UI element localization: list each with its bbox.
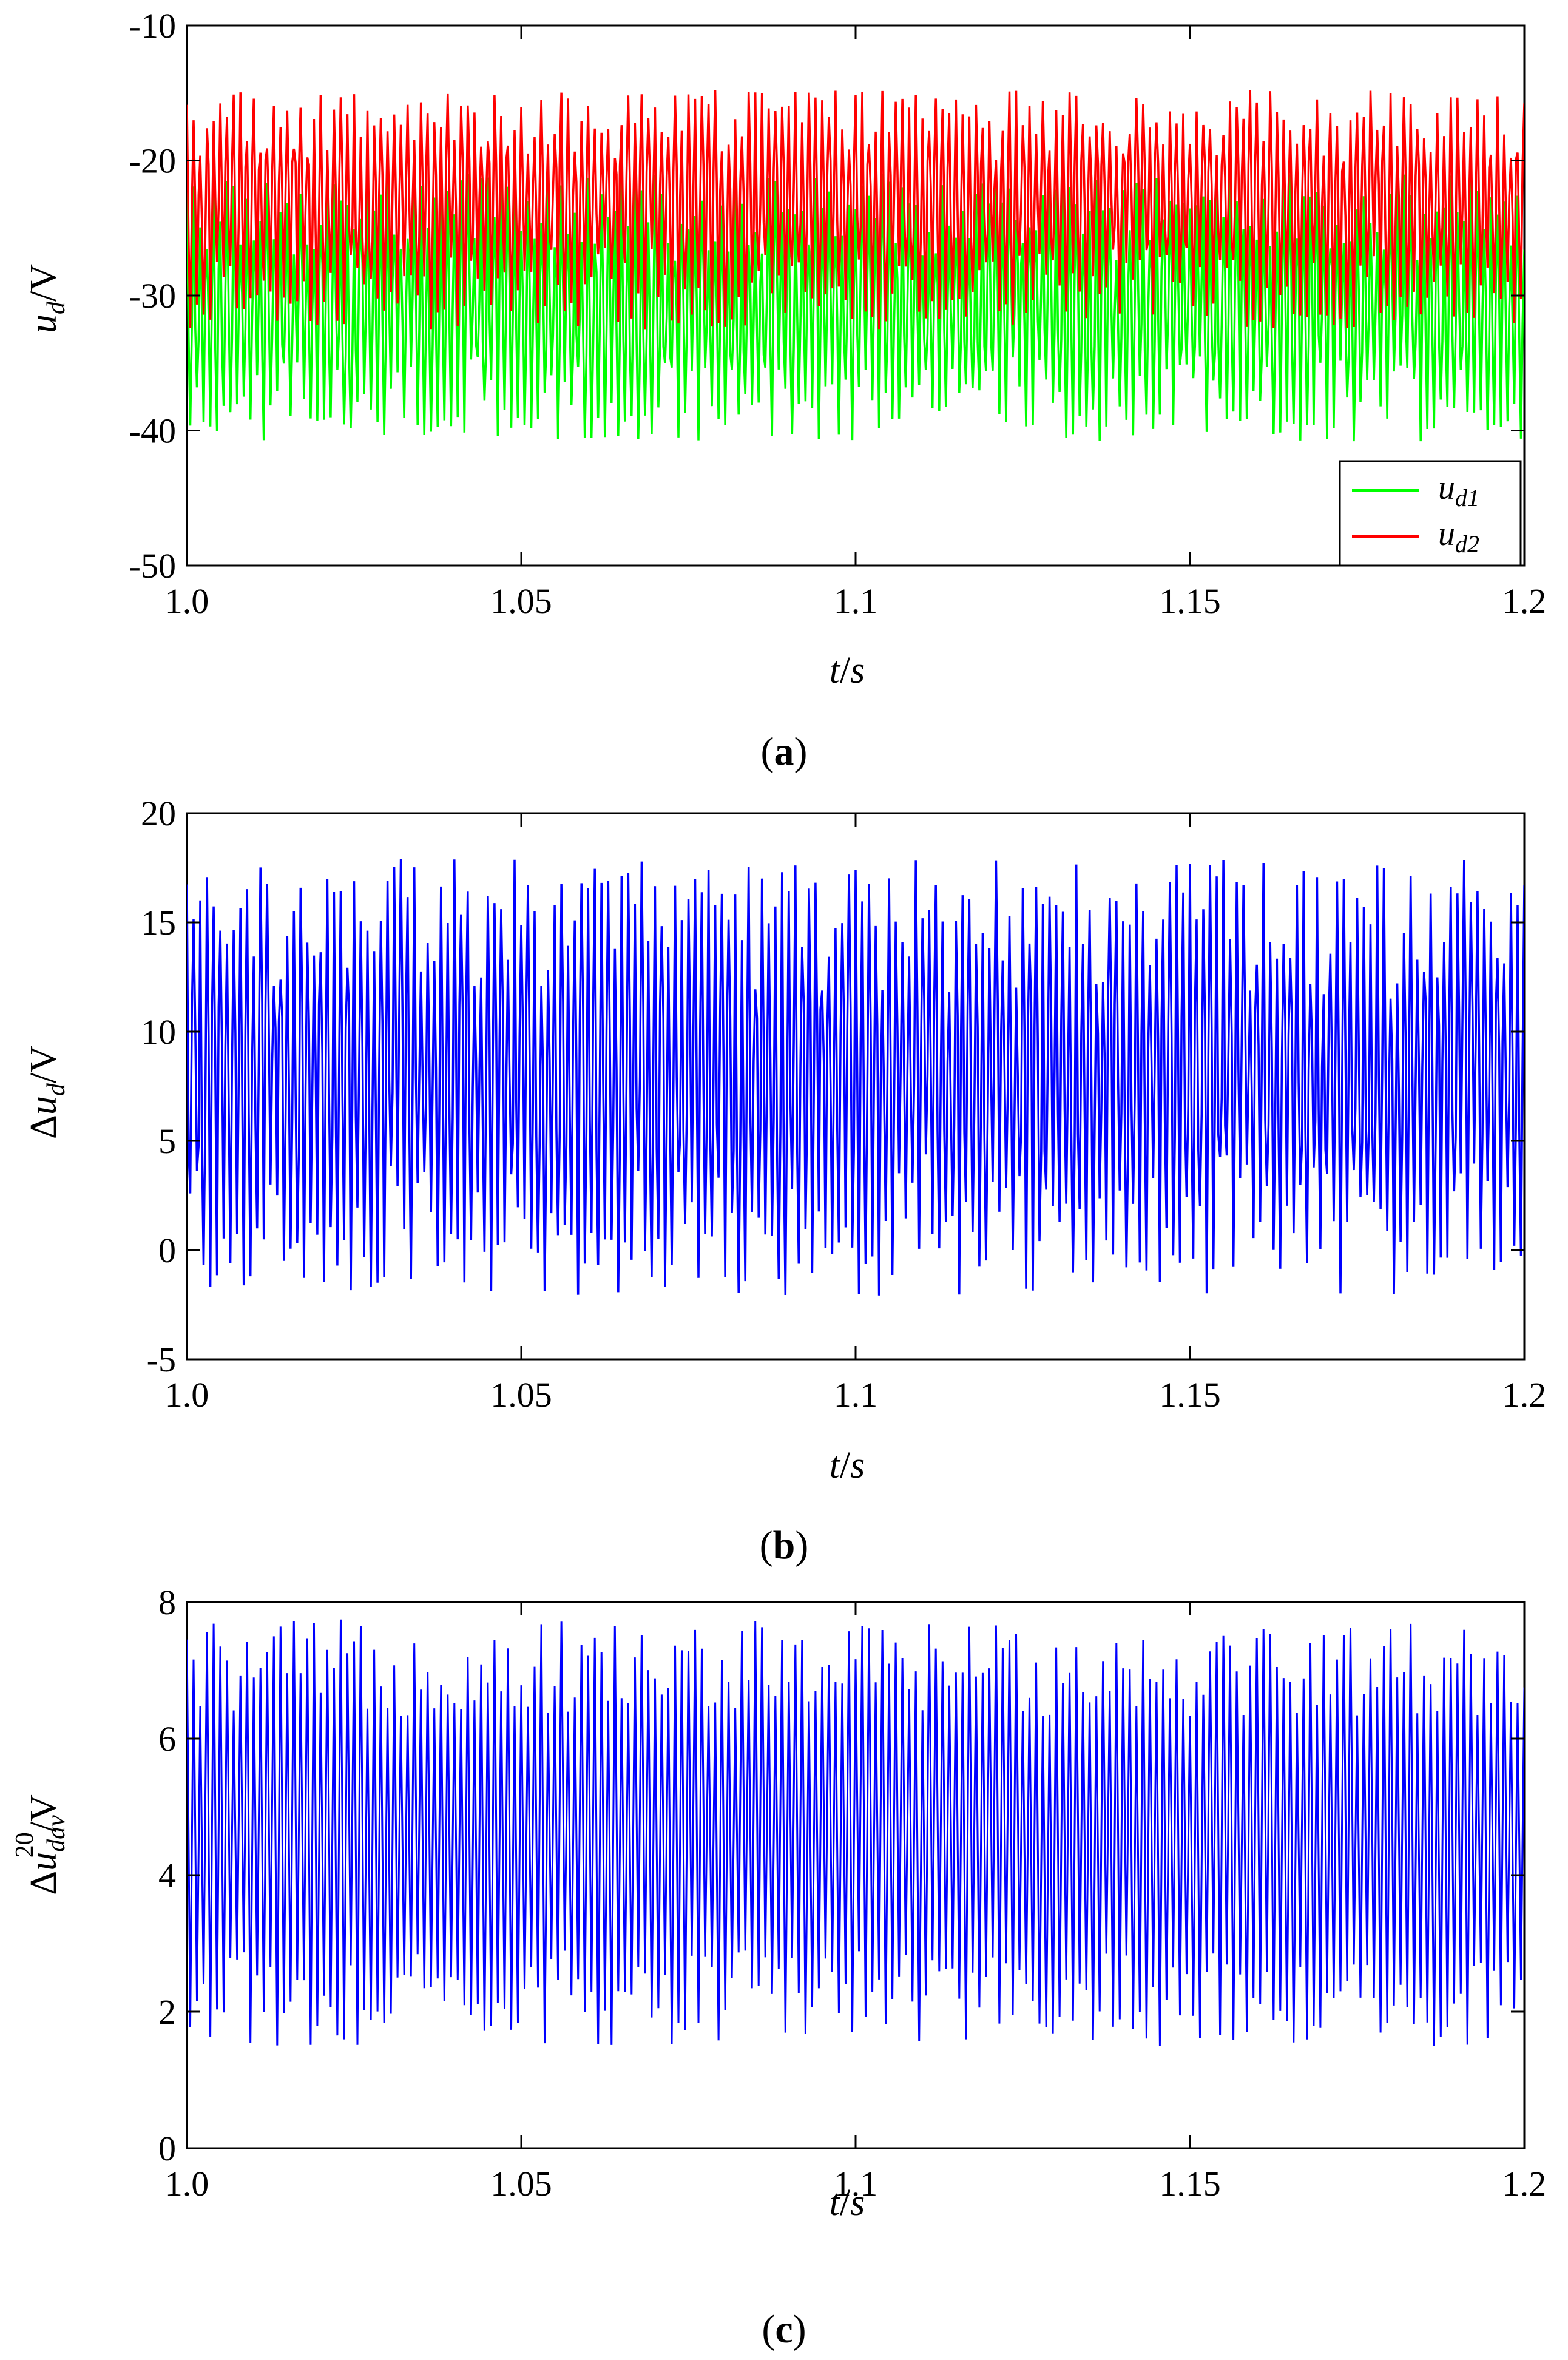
panel-b-y-axis-label: Δud/V xyxy=(23,1046,70,1139)
y-tick-label: 20 xyxy=(141,794,176,833)
panel-a-line-ud2 xyxy=(187,90,1524,330)
panel-b-line-series-0 xyxy=(187,859,1524,1296)
panel-b-plot-area xyxy=(187,859,1524,1296)
x-tick-label: 1.1 xyxy=(834,581,878,621)
panel-c-ticks: 1.0 1.05 1.1 1.15 1.2 0 2 4 6 8 xyxy=(158,1583,1546,2203)
x-tick-label: 1.05 xyxy=(490,2164,552,2203)
y-tick-label: 10 xyxy=(141,1012,176,1052)
legend-box xyxy=(1339,460,1522,567)
x-tick-label: 1.1 xyxy=(834,1375,878,1415)
y-tick-label: -30 xyxy=(129,276,176,316)
panel-c-caption: (c) xyxy=(762,2307,806,2352)
y-tick-label: -40 xyxy=(129,411,176,451)
x-tick-label: 1.1 xyxy=(834,2164,878,2203)
x-tick-label: 1.2 xyxy=(1502,581,1547,621)
x-tick-label: 1.05 xyxy=(490,1375,552,1415)
panel-a-legend: ud1 ud2 xyxy=(1339,460,1522,567)
panel-b-ticks: 1.0 1.05 1.1 1.15 1.2 -5 0 5 10 15 20 xyxy=(141,794,1546,1415)
x-tick-label: 1.15 xyxy=(1159,2164,1221,2203)
y-tick-label: 0 xyxy=(158,1231,176,1270)
panel-c-x-axis-label: t/s xyxy=(830,2182,865,2223)
y-tick-label: 2 xyxy=(158,1992,176,2032)
y-tick-label: 8 xyxy=(158,1583,176,1622)
y-tick-label: -5 xyxy=(147,1340,176,1379)
panel-a-line-ud1 xyxy=(187,174,1524,442)
panel-b: 1.0 1.05 1.1 1.15 1.2 -5 0 5 10 15 20 t/s Δud/V (b… xyxy=(23,794,1546,1567)
y-tick-label: -50 xyxy=(129,546,176,586)
x-tick-label: 1.0 xyxy=(165,2164,209,2203)
panel-a-y-axis-label: ud/V xyxy=(23,264,70,333)
panel-a: 1.0 1.05 1.1 1.15 1.2 -50 -40 -30 -20 -10 t/s ud/… xyxy=(23,6,1546,774)
legend-label-ud1: ud1 xyxy=(1438,469,1479,512)
x-tick-label: 1.15 xyxy=(1159,1375,1221,1415)
panel-c-line-series-0 xyxy=(187,1619,1524,2046)
panel-a-caption: (a) xyxy=(761,729,808,774)
y-tick-label: -10 xyxy=(129,6,176,46)
panel-c-y-axis-label: Δudav20/V xyxy=(11,1794,70,1895)
panel-b-caption: (b) xyxy=(760,1523,809,1567)
panel-a-x-axis-label: t/s xyxy=(830,650,865,691)
y-tick-label: 5 xyxy=(158,1121,176,1161)
y-tick-label: 4 xyxy=(158,1856,176,1895)
panel-a-ticks: 1.0 1.05 1.1 1.15 1.2 -50 -40 -30 -20 -10 xyxy=(129,6,1547,621)
x-tick-label: 1.0 xyxy=(165,581,209,621)
panel-c: 1.0 1.05 1.1 1.15 1.2 0 2 4 6 8 t/s Δudav20/V (c) xyxy=(11,1583,1546,2352)
panel-c-plot-area xyxy=(187,1619,1524,2046)
panel-a-plot-area xyxy=(187,90,1524,442)
legend-label-ud2: ud2 xyxy=(1438,515,1479,558)
x-tick-label: 1.0 xyxy=(165,1375,209,1415)
x-tick-label: 1.15 xyxy=(1159,581,1221,621)
panel-b-x-axis-label: t/s xyxy=(830,1445,865,1486)
y-tick-label: -20 xyxy=(129,141,176,181)
x-tick-label: 1.05 xyxy=(490,581,552,621)
x-tick-label: 1.2 xyxy=(1502,2164,1547,2203)
y-tick-label: 0 xyxy=(158,2129,176,2168)
x-tick-label: 1.2 xyxy=(1502,1375,1547,1415)
y-tick-label: 15 xyxy=(141,903,176,942)
y-tick-label: 6 xyxy=(158,1719,176,1759)
